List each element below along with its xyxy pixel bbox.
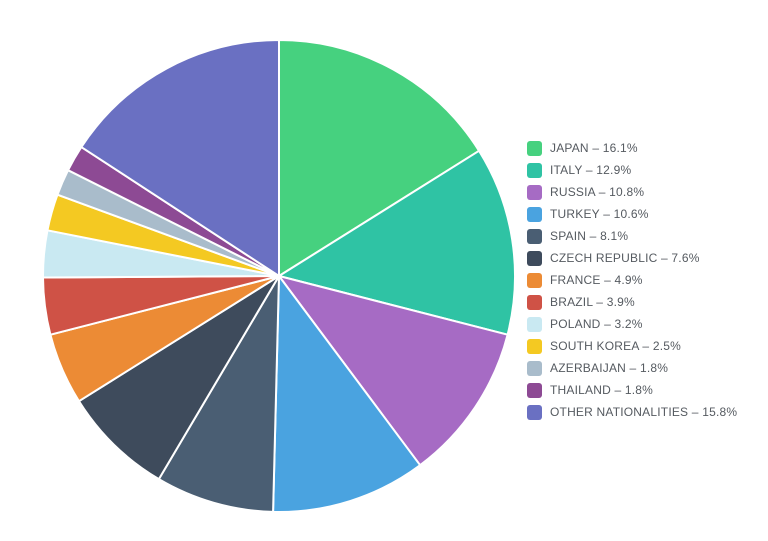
- chart-legend: JAPAN – 16.1% ITALY – 12.9% RUSSIA – 10.8%…: [527, 137, 737, 423]
- legend-swatch: [527, 360, 542, 376]
- legend-label: OTHER NATIONALITIES – 15.8%: [550, 405, 738, 419]
- legend-swatch: [527, 250, 542, 266]
- pie-slice-spain[interactable]: [157, 275, 280, 513]
- legend-item[interactable]: TURKEY – 10.6%: [527, 203, 737, 225]
- legend-item[interactable]: AZERBAIJAN – 1.8%: [527, 357, 737, 379]
- legend-item[interactable]: OTHER NATIONALITIES – 15.8%: [527, 401, 737, 423]
- legend-swatch: [527, 206, 542, 222]
- legend-label: SOUTH KOREA – 2.5%: [550, 339, 681, 353]
- legend-swatch: [527, 294, 542, 310]
- legend-swatch: [527, 272, 542, 288]
- legend-item[interactable]: SOUTH KOREA – 2.5%: [527, 335, 737, 357]
- legend-label: ITALY – 12.9%: [550, 163, 632, 177]
- pie-slice-russia[interactable]: [278, 275, 509, 467]
- legend-item[interactable]: THAILAND – 1.8%: [527, 379, 737, 401]
- legend-swatch: [527, 162, 542, 178]
- legend-label: FRANCE – 4.9%: [550, 273, 643, 287]
- legend-item[interactable]: JAPAN – 16.1%: [527, 137, 737, 159]
- pie-slice-czech-republic[interactable]: [77, 275, 280, 481]
- legend-item[interactable]: FRANCE – 4.9%: [527, 269, 737, 291]
- legend-label: RUSSIA – 10.8%: [550, 185, 645, 199]
- legend-label: JAPAN – 16.1%: [550, 141, 638, 155]
- legend-swatch: [527, 338, 542, 354]
- legend-label: BRAZIL – 3.9%: [550, 295, 635, 309]
- legend-swatch: [527, 184, 542, 200]
- legend-swatch: [527, 382, 542, 398]
- pie-slice-japan[interactable]: [278, 39, 481, 277]
- legend-swatch: [527, 140, 542, 156]
- legend-item[interactable]: CZECH REPUBLIC – 7.6%: [527, 247, 737, 269]
- legend-item[interactable]: BRAZIL – 3.9%: [527, 291, 737, 313]
- legend-item[interactable]: RUSSIA – 10.8%: [527, 181, 737, 203]
- legend-swatch: [527, 404, 542, 420]
- pie-slice-other-nationalities[interactable]: [80, 39, 280, 277]
- legend-label: SPAIN – 8.1%: [550, 229, 629, 243]
- legend-label: AZERBAIJAN – 1.8%: [550, 361, 669, 375]
- legend-label: CZECH REPUBLIC – 7.6%: [550, 251, 700, 265]
- legend-item[interactable]: SPAIN – 8.1%: [527, 225, 737, 247]
- pie-slice-turkey[interactable]: [272, 275, 422, 513]
- legend-item[interactable]: ITALY – 12.9%: [527, 159, 737, 181]
- legend-item[interactable]: POLAND – 3.2%: [527, 313, 737, 335]
- legend-swatch: [527, 316, 542, 332]
- legend-label: POLAND – 3.2%: [550, 317, 643, 331]
- pie-slice-italy[interactable]: [278, 149, 516, 336]
- legend-label: TURKEY – 10.6%: [550, 207, 649, 221]
- legend-label: THAILAND – 1.8%: [550, 383, 654, 397]
- legend-swatch: [527, 228, 542, 244]
